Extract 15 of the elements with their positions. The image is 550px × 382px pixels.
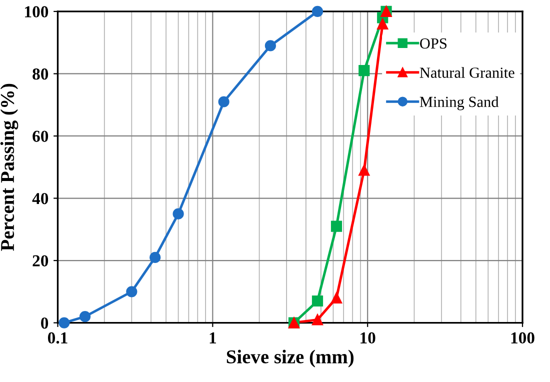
x-tick-label: 1 [210,332,216,344]
legend-label: Mining Sand [420,96,499,110]
y-tick-label: 40 [32,192,48,204]
y-tick-label: 0 [41,317,48,329]
x-tick-label: 10 [360,332,376,344]
x-axis-title: Sieve size (mm) [226,350,354,368]
legend-label: Natural Granite [420,67,514,78]
legend-label: OPS [420,38,446,49]
y-tick-label: 100 [25,6,48,18]
y-tick-label: 80 [32,68,48,80]
x-tick-label: 100 [511,332,534,344]
y-tick-label: 20 [32,255,48,266]
y-axis-title: Percent Passing (%) [0,84,18,251]
x-tick-label: 0.1 [48,332,68,344]
y-tick-label: 60 [32,130,48,142]
